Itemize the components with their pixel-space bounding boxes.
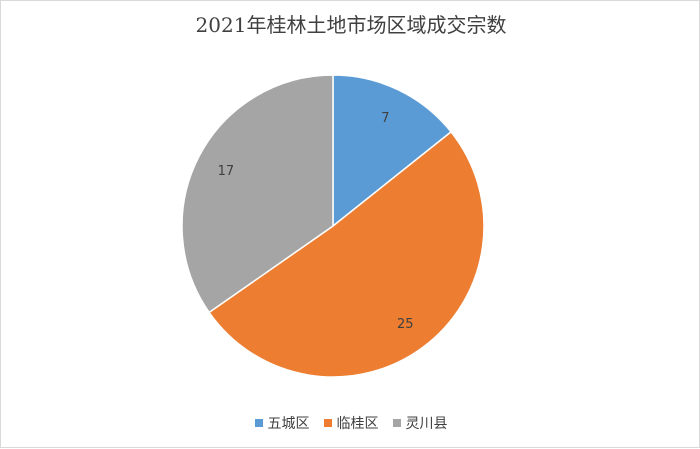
legend-label: 灵川县 [405,416,448,432]
legend-label: 五城区 [267,416,310,432]
pie-data-label-2: 25 [397,317,414,332]
pie-data-label-1: 7 [381,111,389,126]
legend-item-2: 临桂区 [323,413,379,433]
pie-data-label-3: 17 [218,164,235,179]
chart-legend: 五城区 临桂区 灵川县 [1,413,700,433]
legend-item-3: 灵川县 [392,413,448,433]
chart-title: 2021年桂林土地市场区域成交宗数 [195,13,507,37]
legend-swatch [254,419,263,427]
legend-label: 临桂区 [336,416,379,432]
legend-item-1: 五城区 [254,413,310,433]
legend-swatch [392,419,401,427]
legend-swatch [323,419,332,427]
pie-slice-2 [208,130,485,378]
pie-slice-1 [332,74,453,228]
pie-slice-3 [181,74,334,314]
